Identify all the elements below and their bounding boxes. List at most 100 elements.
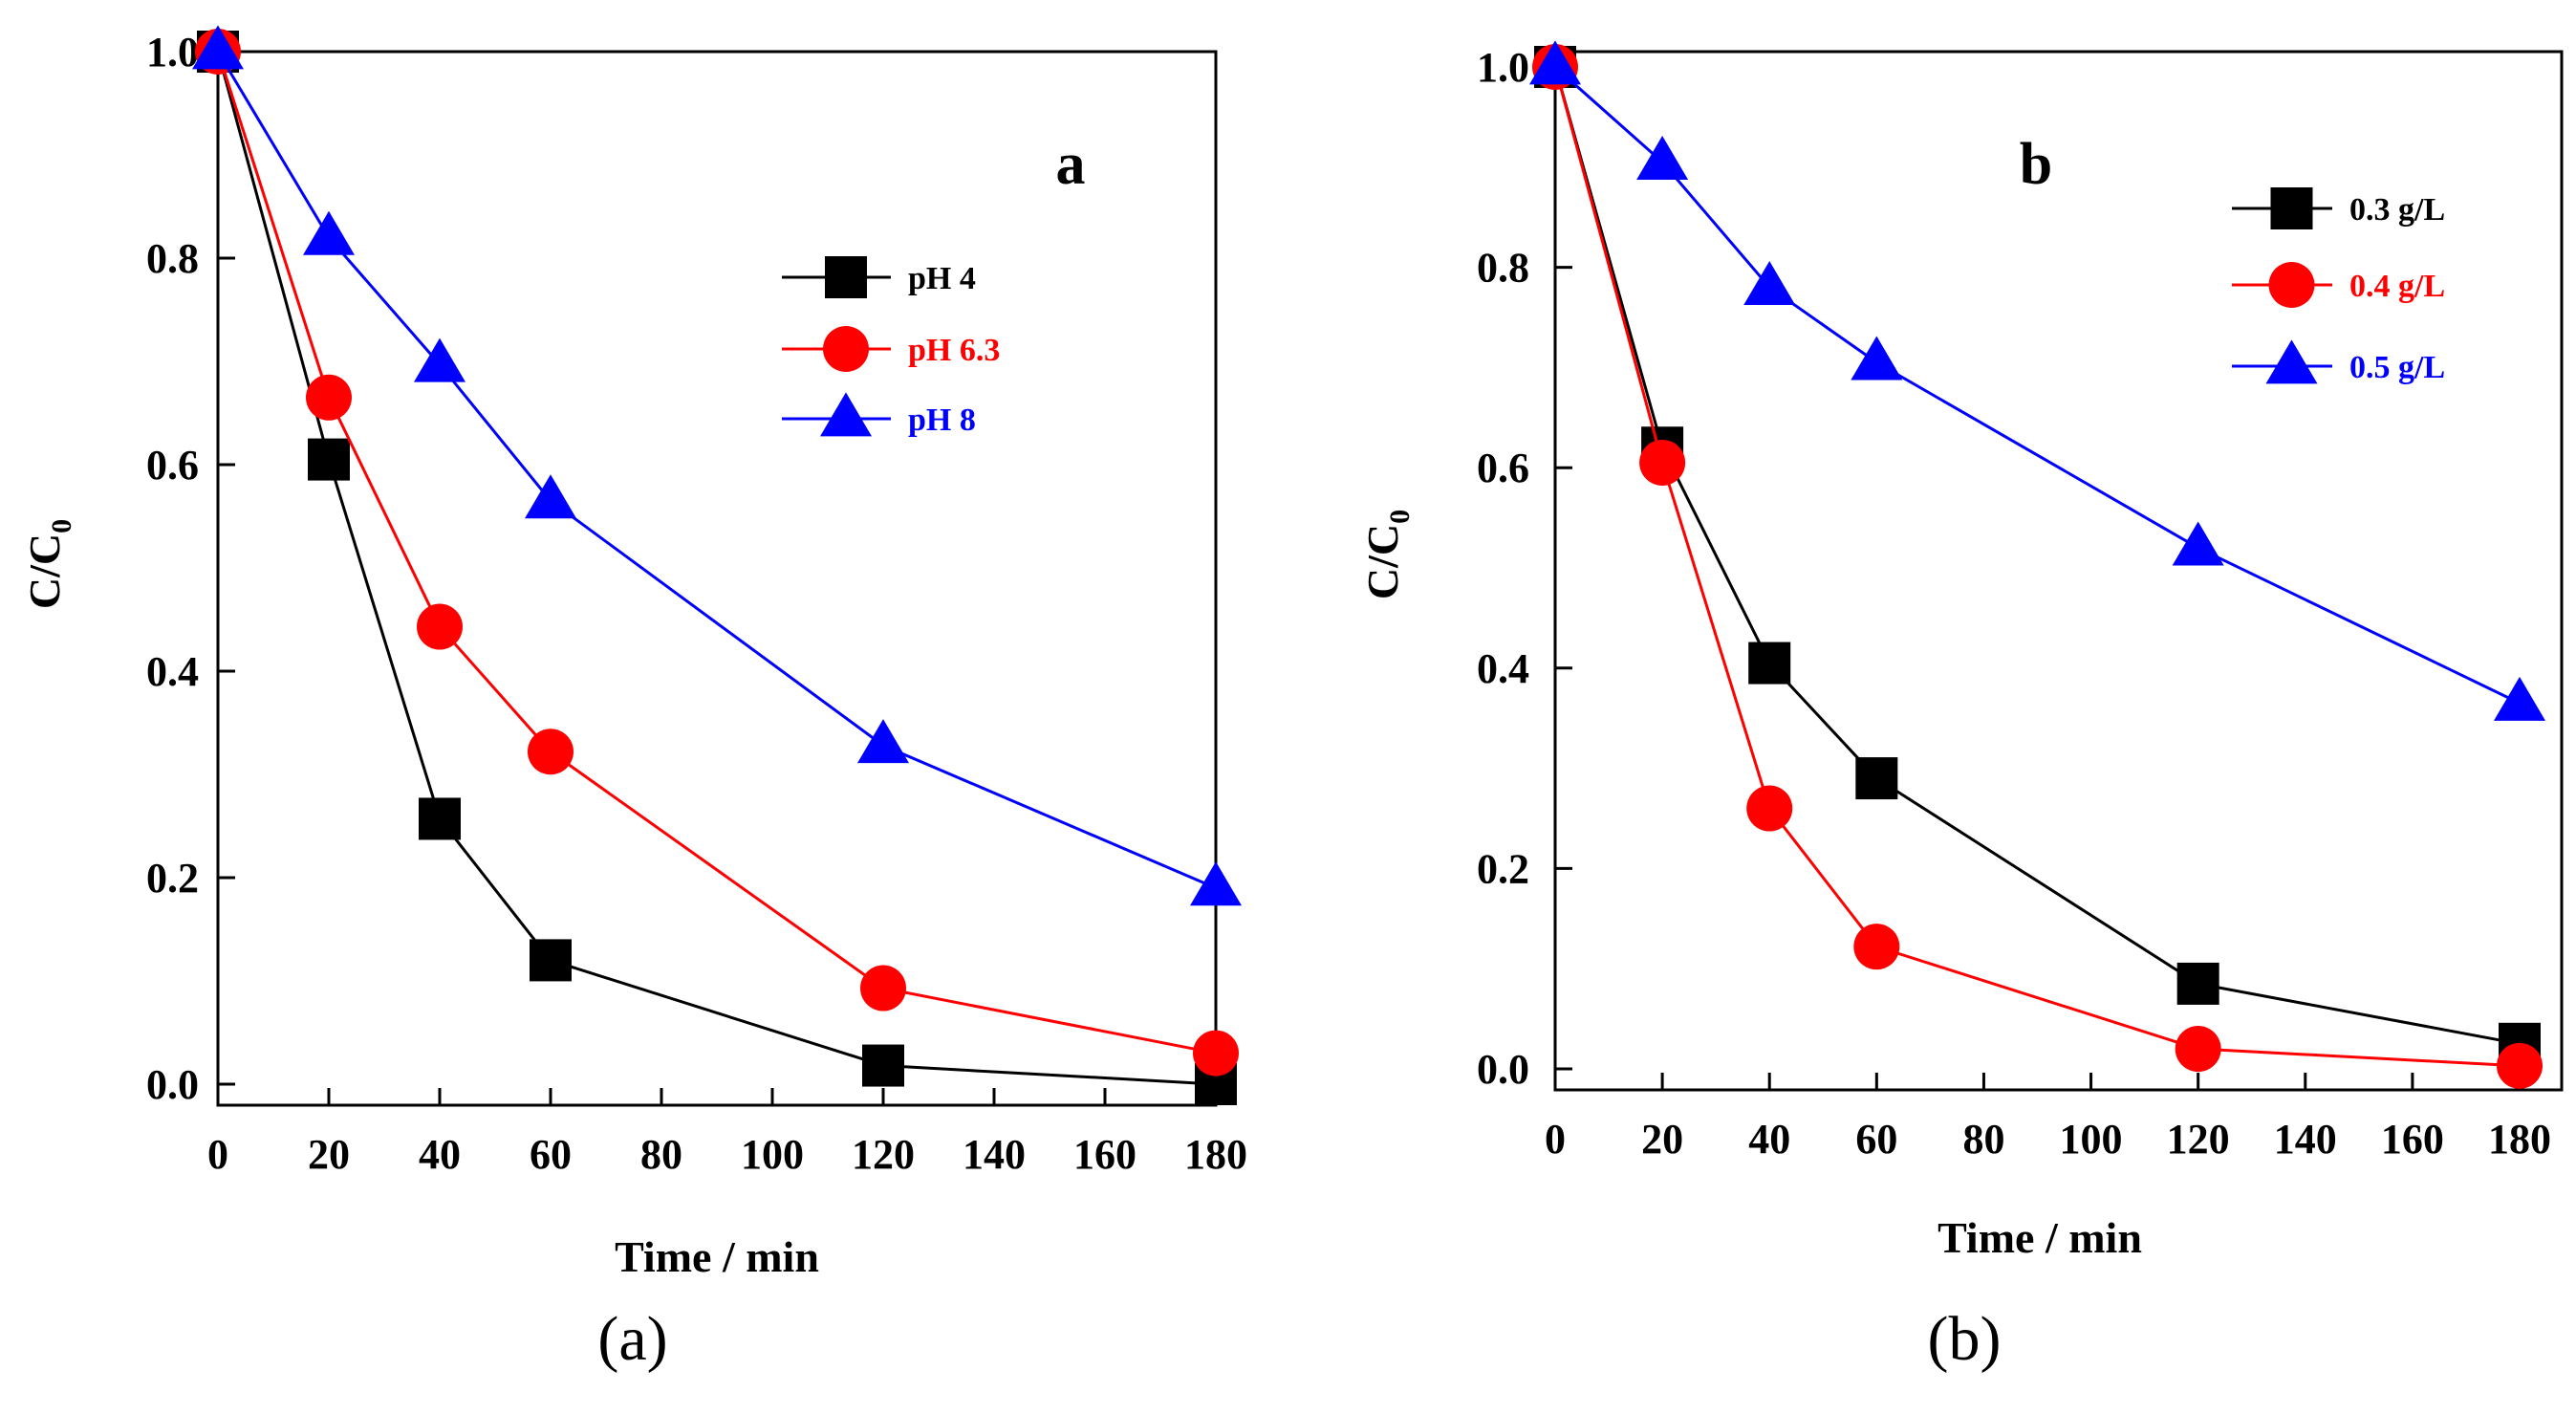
x-axis-title: Time / min	[615, 1232, 819, 1281]
y-tick-label: 0.4	[146, 648, 199, 695]
legend-marker	[2270, 187, 2313, 229]
x-axis-title: Time / min	[1937, 1213, 2142, 1262]
y-tick-label: 0.8	[146, 235, 199, 282]
data-point	[1190, 861, 1242, 906]
x-tick-label: 40	[419, 1131, 461, 1178]
legend-item: 0.5 g/L	[2232, 339, 2445, 385]
y-tick-label: 0.6	[146, 442, 199, 489]
y-tick-label: 0.0	[1477, 1046, 1529, 1093]
data-point	[1529, 40, 1581, 85]
legend-marker	[825, 256, 867, 298]
data-point	[530, 939, 572, 982]
x-tick-label: 160	[2381, 1116, 2444, 1163]
data-point	[1851, 336, 1903, 381]
y-tick-label: 1.0	[146, 29, 199, 76]
series-circle	[195, 29, 1239, 1077]
data-point	[1743, 260, 1796, 305]
chart-panel-b: 0 20 40 60 80 100 120 140 160 180 0.0 0.2 0.4 0.6 0.8 1…	[1358, 40, 2564, 1374]
data-point	[419, 797, 461, 840]
x-tick-label: 0	[207, 1131, 228, 1178]
data-point	[2175, 1026, 2221, 1073]
y-axis-title-subscript: 0	[1384, 510, 1416, 524]
y-tick-label: 0.2	[1477, 845, 1529, 892]
x-tick-label: 60	[530, 1131, 572, 1178]
data-point	[1636, 135, 1689, 180]
data-point	[860, 965, 906, 1012]
y-axis-title-main: C/C	[20, 533, 69, 609]
data-point	[303, 210, 355, 255]
legend-label: 0.3 g/L	[2349, 192, 2445, 228]
series-line	[216, 51, 1217, 890]
chart-panel-a: 0 20 40 60 80 100 120 140 160 180 0.0 0.2 0.4 0.6 0.8 1…	[20, 25, 1247, 1374]
data-point	[192, 25, 244, 70]
x-tick-label: 140	[2274, 1116, 2337, 1163]
x-tick-label: 20	[308, 1131, 350, 1178]
series-line	[1553, 66, 2521, 1046]
legend-item: 0.4 g/L	[2232, 262, 2445, 308]
data-point	[1746, 785, 1793, 832]
legend-marker	[820, 392, 872, 437]
x-tick-label: 140	[963, 1131, 1026, 1178]
data-point	[525, 474, 576, 519]
legend-label: 0.5 g/L	[2349, 350, 2445, 385]
legend-item: pH 6.3	[782, 326, 1000, 372]
x-tick-label: 100	[741, 1131, 804, 1178]
data-point	[417, 603, 463, 650]
y-tick-label: 1.0	[1477, 44, 1529, 91]
panel-letter: a	[1056, 132, 1086, 197]
data-point	[2176, 962, 2219, 1005]
y-tick-label: 0.6	[1477, 445, 1529, 491]
data-point	[1193, 1030, 1239, 1077]
x-tick-label: 160	[1073, 1131, 1136, 1178]
data-point	[306, 374, 352, 421]
legend-label: pH 6.3	[908, 333, 1000, 368]
x-tick-label: 60	[1855, 1116, 1897, 1163]
legend-marker	[2268, 262, 2315, 308]
x-tick-label: 20	[1641, 1116, 1683, 1163]
legend-marker	[2265, 339, 2318, 384]
series-line	[1553, 66, 2521, 1068]
x-tick-label: 80	[1962, 1116, 2004, 1163]
x-tick-label: 40	[1748, 1116, 1790, 1163]
data-point	[2172, 521, 2224, 566]
y-axis-title: C/C0	[20, 519, 77, 609]
series-triangle	[1529, 40, 2545, 721]
legend-label: pH 4	[908, 261, 976, 296]
legend-item: pH 8	[782, 392, 976, 438]
x-tick-label: 80	[640, 1131, 682, 1178]
panel-letter: b	[2020, 132, 2052, 197]
series-triangle	[192, 25, 1242, 906]
figure-caption: (b)	[1928, 1304, 2002, 1374]
y-tick-label: 0.4	[1477, 645, 1529, 692]
data-point	[1639, 439, 1686, 486]
legend-marker	[823, 326, 869, 372]
plot-frame	[1553, 50, 2564, 1092]
plot-frame	[216, 50, 1218, 1107]
legend-label: pH 8	[908, 402, 976, 438]
y-tick-label: 0.8	[1477, 245, 1529, 292]
y-tick-label: 0.2	[146, 855, 199, 902]
legend-item: pH 4	[782, 256, 976, 298]
data-point	[1855, 757, 1898, 800]
x-tick-label: 120	[2167, 1116, 2230, 1163]
x-tick-label: 100	[2060, 1116, 2123, 1163]
data-point	[414, 337, 465, 382]
data-point	[857, 719, 909, 764]
legend-item: 0.3 g/L	[2232, 187, 2445, 229]
data-point	[1853, 924, 1900, 970]
data-point	[308, 438, 350, 481]
x-tick-label: 120	[852, 1131, 915, 1178]
data-point	[862, 1044, 904, 1087]
x-tick-label: 180	[1184, 1131, 1247, 1178]
data-point	[1748, 642, 1791, 685]
x-tick-label: 180	[2488, 1116, 2551, 1163]
y-axis-title: C/C0	[1358, 510, 1416, 599]
series-line	[216, 51, 1217, 1086]
x-tick-label: 0	[1545, 1116, 1566, 1163]
data-point	[528, 729, 574, 775]
data-point	[2497, 1042, 2543, 1089]
y-tick-label: 0.0	[146, 1061, 199, 1108]
y-axis-title-main: C/C	[1358, 524, 1407, 599]
series-line	[216, 51, 1217, 1055]
